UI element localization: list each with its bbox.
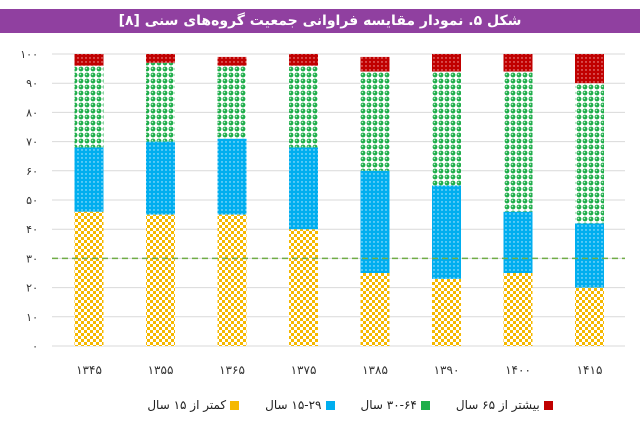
bar-segment [360, 56, 390, 72]
bar-segment [74, 54, 104, 66]
y-tick-label: ۵۰ [26, 194, 38, 207]
bar-segment [217, 214, 247, 346]
bar-segment [74, 65, 104, 148]
x-tick-label: ۱۴۰۰ [505, 363, 531, 377]
legend-label: ۱۵-۲۹ سال [265, 398, 322, 412]
bar-segment [146, 141, 175, 215]
legend-item: ۳۰-۶۴ سال [361, 398, 430, 412]
bar-segment [74, 211, 104, 346]
x-tick-label: ۱۳۶۵ [219, 363, 245, 377]
bar-segment [217, 65, 247, 139]
x-tick-label: ۱۴۱۵ [577, 363, 603, 377]
bar-segment [217, 138, 247, 215]
bar-segment [289, 65, 318, 148]
bar-segment [146, 214, 175, 346]
bar-segment [575, 223, 604, 288]
y-tick-label: ۱۰۰ [20, 48, 38, 61]
bar-segment [74, 147, 104, 212]
y-tick-label: ۷۰ [26, 136, 38, 149]
x-tick-label: ۱۳۸۵ [362, 363, 388, 377]
bar-segment [503, 211, 533, 273]
bar-segment [360, 273, 390, 346]
legend-label: کمتر از ۱۵ سال [147, 398, 227, 412]
bar-segment [432, 278, 461, 346]
y-tick-label: ۲۰ [26, 282, 38, 295]
bar-segment [432, 71, 461, 186]
bar-segment [360, 71, 390, 171]
bar-segment [217, 56, 247, 66]
bar-segment [575, 54, 604, 84]
x-tick-label: ۱۳۴۵ [76, 363, 102, 377]
bar-segment [575, 83, 604, 224]
y-tick-label: ۶۰ [26, 165, 38, 178]
y-tick-label: ۳۰ [26, 252, 38, 265]
legend-swatch [325, 400, 335, 410]
bar-segment [503, 273, 533, 346]
bar-segment [575, 287, 604, 346]
x-tick-label: ۱۳۵۵ [148, 363, 174, 377]
y-tick-label: ۹۰ [26, 77, 38, 90]
bar-segment [360, 170, 390, 273]
legend-item: ۱۵-۲۹ سال [265, 398, 335, 412]
bar-segment [503, 71, 533, 212]
y-tick-label: ۱۰ [26, 311, 38, 324]
legend-label: بیشتر از ۶۵ سال [455, 398, 540, 412]
x-tick-label: ۱۳۷۵ [291, 363, 317, 377]
y-tick-label: ۰ [32, 340, 38, 353]
legend-item: بیشتر از ۶۵ سال [456, 398, 553, 412]
y-tick-label: ۴۰ [26, 223, 38, 236]
legend-item: کمتر از ۱۵ سال [147, 398, 240, 412]
bar-segment [146, 62, 175, 142]
chart-title: شکل ۵. نمودار مقایسه فراوانی جمعیت گروه‌… [0, 9, 640, 33]
legend-swatch [420, 400, 430, 410]
legend-label: ۳۰-۶۴ سال [360, 398, 417, 412]
bar-segment [146, 54, 175, 63]
bar-segment [503, 54, 533, 72]
bar-segment [432, 54, 461, 72]
bar-segment [289, 147, 318, 230]
legend: بیشتر از ۶۵ سال ۳۰-۶۴ سال ۱۵-۲۹ سال کمتر از… [100, 398, 600, 412]
bar-segment [432, 185, 461, 279]
legend-swatch [230, 400, 240, 410]
bar-segment [289, 54, 318, 66]
y-tick-label: ۸۰ [26, 106, 38, 119]
bar-segment [289, 229, 318, 346]
x-tick-label: ۱۳۹۰ [434, 363, 460, 377]
legend-swatch [543, 400, 553, 410]
